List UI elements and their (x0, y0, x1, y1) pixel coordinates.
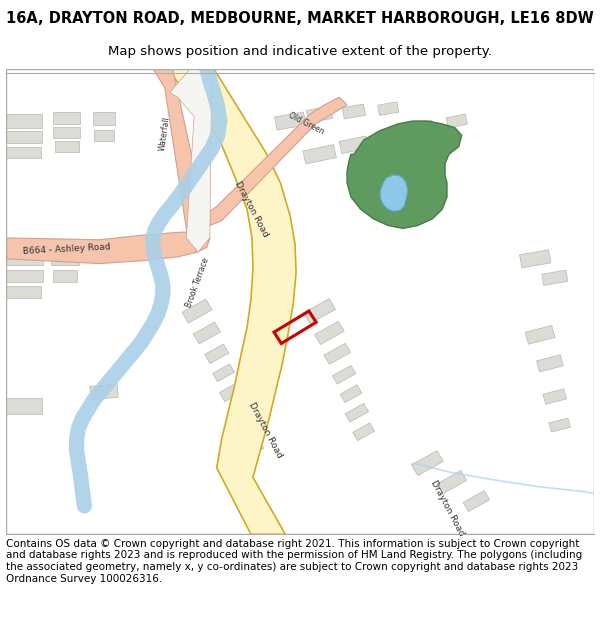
Polygon shape (205, 344, 229, 364)
Polygon shape (229, 402, 250, 420)
Polygon shape (53, 270, 77, 282)
Polygon shape (6, 286, 41, 298)
Polygon shape (234, 420, 258, 439)
Polygon shape (182, 299, 212, 323)
Polygon shape (380, 175, 408, 211)
Polygon shape (193, 322, 220, 344)
Polygon shape (375, 127, 401, 143)
Polygon shape (437, 471, 467, 494)
Text: Drayton Road: Drayton Road (247, 401, 284, 459)
Polygon shape (153, 69, 210, 252)
Polygon shape (53, 112, 80, 124)
Text: Contains OS data © Crown copyright and database right 2021. This information is : Contains OS data © Crown copyright and d… (6, 539, 582, 584)
Polygon shape (168, 69, 296, 534)
Polygon shape (332, 366, 356, 384)
Polygon shape (411, 121, 434, 135)
Polygon shape (242, 440, 264, 458)
Polygon shape (5, 114, 42, 128)
Polygon shape (525, 326, 555, 344)
Polygon shape (6, 147, 41, 158)
Polygon shape (520, 250, 551, 268)
Polygon shape (345, 403, 368, 422)
Polygon shape (275, 112, 306, 130)
Polygon shape (543, 389, 566, 404)
Polygon shape (339, 136, 368, 154)
Polygon shape (94, 129, 114, 141)
Text: Brook Terrace: Brook Terrace (184, 256, 210, 309)
Polygon shape (55, 141, 79, 152)
Text: 16A, DRAYTON ROAD, MEDBOURNE, MARKET HARBOROUGH, LE16 8DW: 16A, DRAYTON ROAD, MEDBOURNE, MARKET HAR… (6, 11, 594, 26)
Polygon shape (5, 399, 42, 414)
Polygon shape (303, 144, 337, 164)
Polygon shape (210, 98, 347, 226)
Polygon shape (170, 69, 212, 252)
Text: Drayton Road: Drayton Road (428, 478, 466, 538)
Text: B664 - Ashley Road: B664 - Ashley Road (23, 242, 111, 256)
Polygon shape (53, 127, 80, 138)
Polygon shape (314, 321, 344, 344)
Polygon shape (4, 252, 43, 266)
Polygon shape (377, 102, 399, 116)
Polygon shape (6, 232, 210, 264)
Polygon shape (5, 131, 42, 143)
Polygon shape (220, 382, 244, 402)
Polygon shape (347, 121, 462, 228)
Polygon shape (463, 491, 490, 512)
Text: Waterfall: Waterfall (158, 116, 172, 151)
Polygon shape (304, 299, 335, 324)
Polygon shape (90, 384, 118, 399)
Text: Drayton Road: Drayton Road (233, 180, 269, 239)
Polygon shape (536, 355, 563, 372)
Polygon shape (324, 343, 350, 364)
Text: Old Green: Old Green (287, 111, 325, 137)
Polygon shape (549, 418, 571, 432)
Polygon shape (51, 252, 79, 266)
Polygon shape (4, 270, 43, 282)
Polygon shape (412, 451, 443, 476)
Polygon shape (307, 106, 333, 123)
Polygon shape (342, 104, 365, 119)
Polygon shape (340, 385, 362, 402)
Polygon shape (93, 111, 115, 125)
Polygon shape (542, 270, 568, 286)
Polygon shape (212, 364, 235, 382)
Polygon shape (446, 114, 467, 128)
Polygon shape (353, 423, 374, 441)
Text: Map shows position and indicative extent of the property.: Map shows position and indicative extent… (108, 46, 492, 58)
